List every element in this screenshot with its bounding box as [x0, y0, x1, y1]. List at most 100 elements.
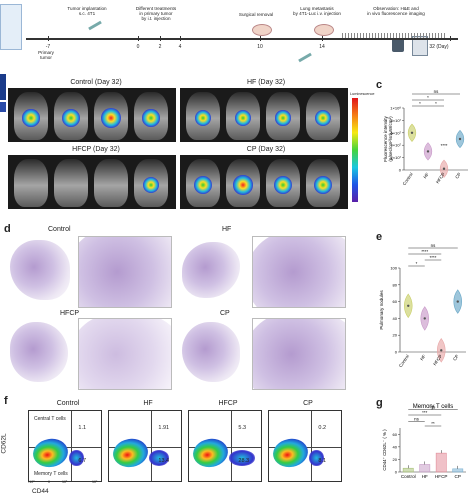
histology-group-title: CP: [220, 310, 230, 317]
y-tick-label: 4×10⁷: [391, 143, 402, 148]
significance-label: ****: [441, 143, 448, 148]
lung-section-overview: [10, 322, 68, 382]
significance-label: *: [419, 101, 421, 106]
x-tick-label: Control: [402, 172, 414, 186]
lung-section-overview: [10, 240, 70, 300]
quadrant-label-memory: Memory T cells: [34, 471, 68, 477]
significance-label: *: [427, 95, 429, 100]
lung-section-zoom: [252, 318, 346, 390]
x-tick-label: HF: [422, 171, 430, 179]
x-tick-label: Control: [401, 474, 416, 479]
panel-label-f: f: [4, 395, 8, 407]
microscope-icon: [392, 38, 404, 52]
data-point: [456, 300, 459, 303]
y-tick-label: 8×10⁷: [391, 118, 402, 123]
y-tick-label: 20: [393, 457, 398, 462]
quadrant-value: 1.1: [78, 425, 87, 432]
cell-density-cloud: [110, 436, 150, 470]
luminescence-signal: [142, 176, 160, 194]
timeline-day-labels: -7 0 2 4 10 14 32 (Day): [26, 40, 458, 50]
luminescence-colorbar: [352, 98, 358, 202]
flow-plot: [268, 410, 342, 482]
lung-section-zoom: [78, 318, 172, 390]
quadrant-value: 1.91: [158, 425, 170, 432]
flow-axis-tick: 0: [48, 480, 50, 484]
luminescence-signal: [194, 109, 212, 127]
y-tick-label: 20: [393, 333, 398, 338]
x-tick-label: CP: [455, 474, 461, 479]
y-tick-label: 100: [390, 266, 397, 271]
luminescence-signal: [22, 109, 40, 127]
chart-g: Memory T cells 0 20 40 60 CD44⁺ CD62L⁻ ( % ) C…: [382, 404, 466, 479]
day-tick: 2: [158, 44, 162, 50]
y-axis-label: Fluorescence intensity(p/sec/cm²/sr/μW/c…: [383, 115, 393, 161]
significance-label: ****: [421, 249, 428, 254]
flow-y-axis-label: CD62L: [0, 433, 8, 454]
luminescence-signal: [314, 176, 332, 194]
flow-group-title: HFCP: [218, 400, 238, 407]
data-point: [407, 304, 410, 307]
data-point: [442, 167, 446, 170]
cell-density-cloud: [149, 450, 170, 466]
lung-section-overview: [182, 322, 240, 382]
imaging-group-title: HFCP (Day 32): [72, 146, 120, 153]
day-tick: 4: [178, 44, 182, 50]
cell-density-cloud: [229, 450, 256, 466]
luminescence-signal: [315, 110, 331, 126]
x-tick-label: HF: [419, 353, 427, 361]
cell-density-cloud: [190, 436, 230, 470]
quadrant-gate-vertical: [310, 411, 312, 481]
histology-group-title: HF: [222, 226, 232, 233]
lung-section-zoom: [78, 236, 172, 308]
luminescence-signal: [233, 175, 253, 195]
y-tick-label: 2×10⁷: [391, 155, 402, 160]
quadrant-value: 28.3: [238, 457, 250, 464]
significance-label: **: [431, 421, 435, 426]
primary-tumor-label: Primary tumor: [38, 50, 54, 60]
day-tick: 0: [136, 44, 140, 50]
significance-label: *: [416, 261, 418, 266]
cell-density-cloud: [69, 450, 84, 466]
data-point: [423, 317, 426, 320]
significance-label: ns: [434, 89, 439, 94]
data-point: [458, 137, 462, 141]
mouse-icon: [314, 24, 334, 36]
cell-density-cloud: [309, 450, 324, 466]
flow-axis-tick: -10³: [28, 480, 35, 484]
day-tick: 32 (Day): [429, 44, 449, 50]
timeline-event-label: Observation: H&E and in vivo fluorescenc…: [367, 6, 425, 16]
y-tick-label: 60: [393, 432, 398, 437]
y-tick-label: 0: [395, 350, 398, 355]
significance-label: ****: [430, 255, 437, 260]
y-tick-label: 60: [393, 299, 398, 304]
luminescence-signal: [235, 110, 251, 126]
luminescence-signal: [193, 175, 213, 195]
quadrant-value: 13.4: [158, 457, 170, 464]
cell-density-cloud: [270, 436, 310, 470]
quadrant-value: 0.2: [318, 425, 327, 432]
bar: [419, 464, 431, 473]
y-tick-label: 6×10⁷: [391, 130, 402, 135]
x-tick-label: HFCP: [432, 354, 443, 367]
significance-label: *: [435, 101, 437, 106]
timeline-event-label: Different treatments in primary tumor by…: [135, 6, 177, 21]
panel-label-e: e: [376, 231, 383, 243]
day-tick: 10: [257, 44, 263, 50]
flow-group-title: Control: [56, 400, 80, 407]
timeline: Tumor implantation s.c. 4T1 Different tr…: [0, 0, 472, 70]
y-tick-label: 40: [393, 316, 398, 321]
imaging-group-title: HF (Day 32): [246, 79, 286, 86]
quadrant-gate-vertical: [70, 411, 72, 481]
timeline-axis: [26, 33, 458, 41]
timeline-event-label: Tumor implantation s.c. 4T1: [67, 6, 107, 16]
flow-plot: [28, 410, 102, 482]
flow-plot: [188, 410, 262, 482]
quadrant-gate-vertical: [230, 411, 232, 481]
mouse-image: [54, 159, 88, 207]
left-edge-block: [0, 102, 6, 112]
y-axis-label: CD44⁺ CD62L⁻ ( % ): [382, 429, 387, 471]
mouse-image: [14, 159, 48, 207]
histology-group-title: Control: [48, 226, 71, 233]
imaging-group-title: CP (Day 32): [246, 146, 286, 153]
x-tick-label: HF: [422, 474, 428, 479]
